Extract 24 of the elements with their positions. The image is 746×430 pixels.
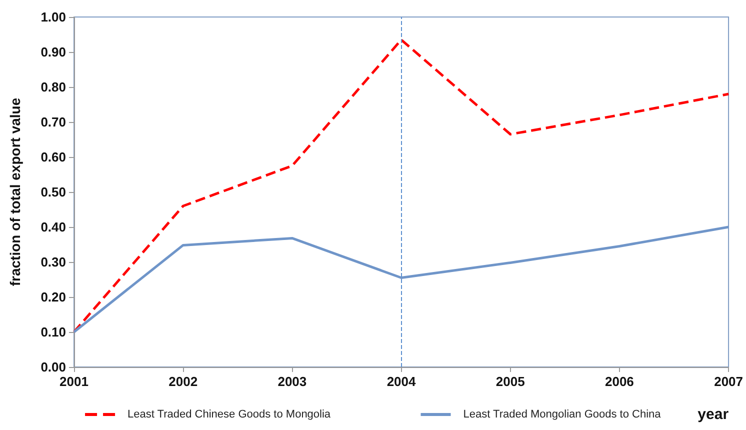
y-tick-label: 0.20 (40, 290, 66, 304)
y-tick-label: 0.50 (40, 184, 66, 200)
x-axis-title: year (698, 406, 729, 423)
line-series (72, 38, 730, 334)
x-tick-label: 2004 (386, 374, 416, 389)
y-tick-label: 1.00 (40, 10, 66, 24)
y-tick-label: 0.40 (40, 220, 66, 234)
line-series (72, 226, 730, 334)
y-tick-label: 0.30 (40, 254, 66, 270)
y-tick-label: 0.90 (40, 44, 66, 60)
legend-label: Least Traded Chinese Goods to Mongolia (128, 408, 332, 420)
y-tick-label: 0.00 (40, 360, 66, 374)
y-tick-label: 0.60 (40, 150, 66, 164)
x-tick-label: 2006 (604, 374, 634, 389)
x-tick-label: 2001 (60, 374, 88, 389)
x-tick-label: 2002 (168, 374, 198, 389)
y-tick-label: 0.80 (40, 80, 66, 94)
y-tick-label: 0.10 (40, 324, 66, 340)
x-tick-label: 2005 (496, 374, 525, 389)
x-tick-label: 2007 (714, 374, 743, 389)
legend-label: Least Traded Mongolian Goods to China (463, 408, 662, 420)
y-axis-title: fraction of total export value (7, 98, 23, 286)
y-tick-label: 0.70 (40, 114, 66, 130)
x-tick-label: 2003 (278, 374, 307, 389)
